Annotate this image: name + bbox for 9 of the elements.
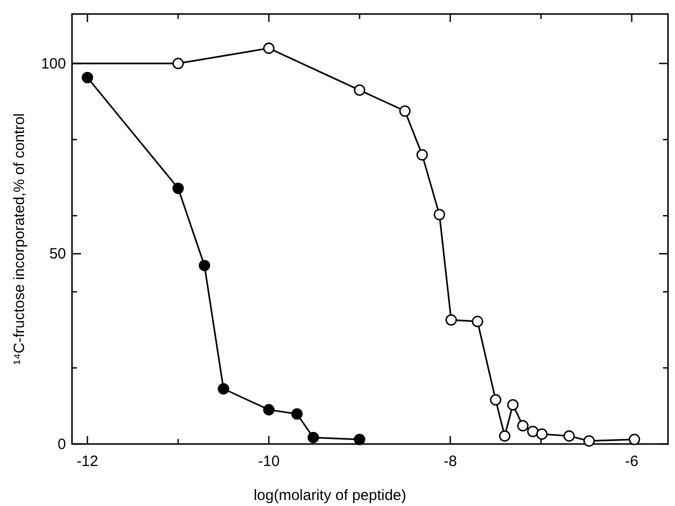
x-tick-label: -8 bbox=[444, 453, 457, 470]
y-tick-label: 0 bbox=[58, 436, 66, 453]
x-tick-label: -12 bbox=[76, 453, 98, 470]
x-axis-title: log(molarity of peptide) bbox=[254, 487, 406, 504]
y-tick-label: 100 bbox=[40, 55, 66, 72]
y-tick-label: 50 bbox=[49, 246, 66, 263]
y-axis-title: ¹⁴C-fructose incorporated,% of control bbox=[11, 113, 28, 365]
x-tick-label: -10 bbox=[258, 453, 280, 470]
x-tick-label: -6 bbox=[625, 453, 638, 470]
